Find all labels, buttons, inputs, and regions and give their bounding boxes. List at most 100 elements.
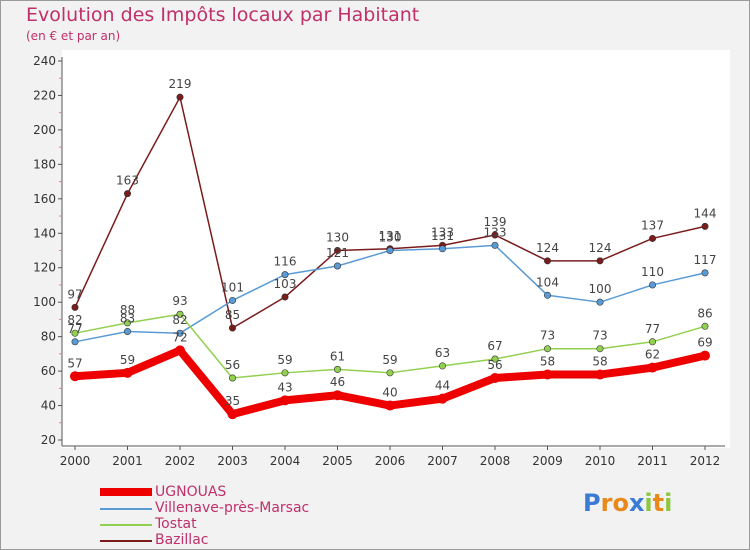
x-tick-label: 2011 xyxy=(637,454,668,468)
data-point-villenave xyxy=(176,329,184,337)
data-point-villenave xyxy=(281,271,289,279)
y-tick-label: 100 xyxy=(33,295,56,309)
data-point-ugnouas xyxy=(70,371,80,382)
data-point-bazillac xyxy=(71,303,79,311)
y-tick-label: 240 xyxy=(33,54,56,68)
data-label-tostat: 82 xyxy=(67,313,82,327)
data-label-bazillac: 97 xyxy=(67,287,82,301)
x-tick-label: 2008 xyxy=(480,454,511,468)
data-label-bazillac: 85 xyxy=(225,308,240,322)
data-point-ugnouas xyxy=(700,350,710,361)
data-label-villenave: 82 xyxy=(172,313,187,327)
x-tick-label: 2000 xyxy=(60,454,91,468)
data-label-tostat: 56 xyxy=(225,358,240,372)
data-point-ugnouas xyxy=(175,345,185,356)
data-point-bazillac xyxy=(596,257,604,265)
data-point-villenave xyxy=(333,262,341,270)
x-tick-label: 2012 xyxy=(690,454,721,468)
data-label-villenave: 110 xyxy=(641,265,664,279)
data-label-tostat: 88 xyxy=(120,303,135,317)
chart-subtitle: (en € et par an) xyxy=(26,29,121,43)
data-label-tostat: 86 xyxy=(697,306,712,320)
data-point-tostat xyxy=(648,338,656,346)
logo-letter: t xyxy=(652,489,665,517)
data-point-ugnouas xyxy=(647,362,658,373)
legend-swatch-villenave xyxy=(100,508,152,510)
legend-label-tostat: Tostat xyxy=(155,516,197,532)
logo-letter: r xyxy=(600,489,613,517)
data-label-bazillac: 144 xyxy=(694,206,717,220)
x-tick-label: 2009 xyxy=(532,454,563,468)
data-label-ugnouas: 58 xyxy=(540,355,555,369)
data-label-tostat: 59 xyxy=(382,353,397,367)
data-label-bazillac: 131 xyxy=(379,229,402,243)
data-point-tostat xyxy=(229,374,237,382)
data-point-tostat xyxy=(543,345,551,353)
y-tick-label: 20 xyxy=(41,433,56,447)
legend-swatch-tostat xyxy=(100,524,152,526)
data-point-ugnouas xyxy=(385,400,395,411)
data-label-ugnouas: 56 xyxy=(487,358,502,372)
y-tick-label: 160 xyxy=(33,192,56,206)
y-tick-label: 140 xyxy=(33,226,56,240)
logo-letter: i xyxy=(664,489,673,517)
data-point-bazillac xyxy=(491,231,499,239)
x-tick-label: 2007 xyxy=(427,454,458,468)
y-tick-label: 200 xyxy=(33,123,56,137)
data-label-ugnouas: 69 xyxy=(697,336,712,350)
data-label-villenave: 121 xyxy=(326,246,349,260)
data-point-tostat xyxy=(124,319,132,327)
data-point-bazillac xyxy=(281,293,289,301)
legend: UGNOUAS Villenave-près-Marsac Tostat Baz… xyxy=(100,484,360,549)
logo-letter: i xyxy=(644,489,653,517)
data-point-tostat xyxy=(701,322,709,330)
data-point-bazillac xyxy=(333,247,341,255)
x-tick-label: 2006 xyxy=(375,454,406,468)
data-point-bazillac xyxy=(124,190,132,198)
legend-swatch-bazillac xyxy=(100,540,152,542)
proxiti-logo: Proxiti xyxy=(583,489,672,517)
data-point-ugnouas xyxy=(542,369,553,380)
data-label-ugnouas: 44 xyxy=(435,379,450,393)
data-label-tostat: 59 xyxy=(277,353,292,367)
y-tick-label: 40 xyxy=(41,399,56,413)
data-point-tostat xyxy=(596,345,604,353)
data-point-ugnouas xyxy=(595,369,605,380)
legend-label-bazillac: Bazillac xyxy=(155,532,209,548)
legend-item-bazillac: Bazillac xyxy=(100,532,360,549)
x-tick-label: 2005 xyxy=(322,454,353,468)
chart-title: Evolution des Impôts locaux par Habitant xyxy=(26,4,420,26)
data-point-villenave xyxy=(438,245,446,253)
data-label-tostat: 61 xyxy=(330,349,345,363)
data-point-ugnouas xyxy=(490,372,500,383)
data-label-ugnouas: 72 xyxy=(172,330,187,344)
data-label-ugnouas: 59 xyxy=(120,353,135,367)
data-label-bazillac: 124 xyxy=(536,241,559,255)
data-label-villenave: 133 xyxy=(484,225,507,239)
legend-item-villenave: Villenave-près-Marsac xyxy=(100,500,360,517)
data-label-tostat: 67 xyxy=(487,339,502,353)
data-point-ugnouas xyxy=(280,395,290,406)
y-tick-label: 80 xyxy=(41,330,56,344)
x-tick-label: 2010 xyxy=(585,454,616,468)
data-label-bazillac: 130 xyxy=(326,231,349,245)
data-point-bazillac xyxy=(229,324,237,332)
data-label-ugnouas: 43 xyxy=(277,380,292,394)
data-point-villenave xyxy=(596,298,604,306)
data-label-tostat: 77 xyxy=(645,322,660,336)
data-label-tostat: 73 xyxy=(592,329,607,343)
x-tick-label: 2004 xyxy=(270,454,301,468)
data-point-tostat xyxy=(333,365,341,373)
data-label-villenave: 116 xyxy=(274,255,297,269)
data-label-tostat: 63 xyxy=(435,346,450,360)
y-tick-label: 180 xyxy=(33,157,56,171)
x-tick-label: 2002 xyxy=(165,454,196,468)
logo-letter: x xyxy=(628,489,645,517)
data-point-villenave xyxy=(229,296,237,304)
data-label-bazillac: 137 xyxy=(641,218,664,232)
data-point-villenave xyxy=(648,281,656,289)
y-tick-label: 120 xyxy=(33,261,56,275)
data-point-ugnouas xyxy=(332,390,343,401)
data-label-bazillac: 103 xyxy=(274,277,297,291)
